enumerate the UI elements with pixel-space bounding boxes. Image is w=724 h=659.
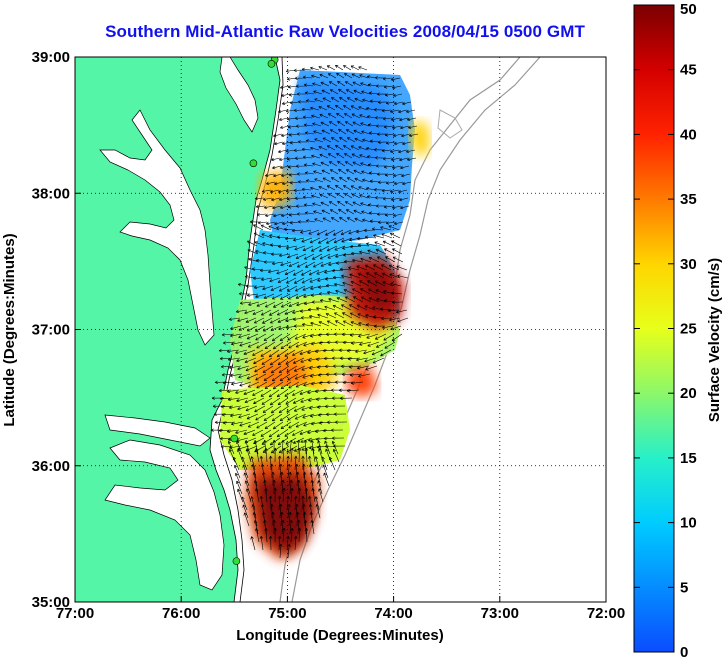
colorbar-tick-label: 30 (680, 256, 697, 273)
x-tick-label: 73:00 (481, 605, 519, 622)
x-tick-label: 76:00 (162, 605, 200, 622)
x-axis-label: Longitude (Degrees:Minutes) (236, 627, 444, 644)
radar-station-marker (249, 159, 258, 168)
y-axis: 39:00 38:00 37:00 36:00 35:00 (32, 49, 81, 611)
colorbar-tick-label: 0 (680, 644, 688, 659)
colorbar-tick-label: 25 (680, 321, 697, 338)
colorbar-tick-label: 15 (680, 450, 697, 467)
colorbar-tick-label: 5 (680, 579, 688, 596)
y-axis-label: Latitude (Degrees:Minutes) (1, 233, 18, 426)
y-tick-label: 39:00 (32, 49, 70, 66)
colorbar-tick-label: 50 (680, 1, 697, 18)
colorbar-tick-label: 10 (680, 515, 697, 532)
x-tick-label: 75:00 (268, 605, 306, 622)
delaware-bay (219, 57, 259, 133)
colorbar-tick-label: 20 (680, 385, 697, 402)
radar-station-marker (230, 434, 239, 443)
colorbar-tick-label: 40 (680, 126, 697, 143)
colorbar-tick-label: 45 (680, 62, 697, 79)
colorbar-label: Surface Velocity (cm/s) (706, 258, 723, 422)
colorbar-tick-label: 35 (680, 191, 697, 208)
x-axis: 77:00 76:00 75:00 74:00 73:00 72:00 (56, 596, 625, 622)
chesapeake-bay (99, 109, 215, 346)
radar-stations (230, 57, 279, 565)
x-tick-label: 72:00 (587, 605, 625, 622)
x-tick-label: 77:00 (56, 605, 94, 622)
chart-title: Southern Mid-Atlantic Raw Velocities 200… (105, 22, 585, 41)
radar-station-marker (232, 557, 241, 565)
y-tick-label: 37:00 (32, 322, 70, 339)
x-tick-label: 74:00 (374, 605, 412, 622)
grid-lines (75, 57, 606, 602)
land-mass (75, 57, 281, 602)
y-tick-label: 35:00 (32, 594, 70, 611)
velocity-arrows (210, 65, 419, 559)
map-area (75, 57, 541, 602)
colorbar-ticks: 0 5 10 15 20 25 30 35 40 45 50 (634, 1, 697, 659)
bathymetry-contour (437, 109, 463, 139)
velocity-vectors (210, 65, 419, 559)
pamlico-sound (104, 439, 225, 591)
colorbar (633, 4, 675, 653)
y-tick-label: 36:00 (32, 458, 70, 475)
albemarle-sound (104, 414, 211, 447)
y-tick-label: 38:00 (32, 185, 70, 202)
radar-station-marker (267, 60, 276, 68)
